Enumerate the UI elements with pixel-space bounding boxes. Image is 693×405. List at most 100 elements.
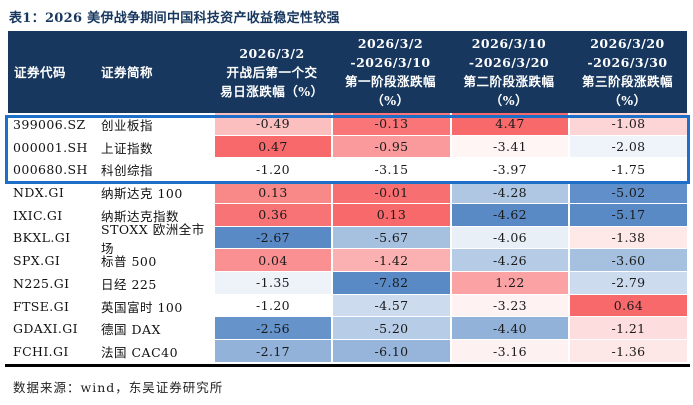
header-cell-5: 2026/3/20 -2026/3/30 第三阶段涨跌幅 （%）: [568, 31, 687, 113]
security-code-cell: N225.GI: [13, 275, 70, 291]
table-row: BKXL.GI STOXX 欧洲全市场 -2.67 -5.67 -4.06 -1.38: [8, 221, 687, 256]
header-line: （%）: [371, 93, 410, 108]
value-cell: -1.21: [568, 317, 687, 341]
header-line: 第二阶段涨跌幅: [463, 74, 555, 89]
value-cell: -5.20: [331, 317, 450, 341]
value-cell: 0.47: [213, 135, 331, 159]
security-code-cell: BKXL.GI: [13, 230, 71, 246]
value-cell: -4.62: [450, 203, 568, 227]
security-code-cell: 000001.SH: [13, 139, 88, 155]
value-cell: -1.38: [568, 226, 687, 250]
header-cell-3: 2026/3/2 -2026/3/10 第一阶段涨跌幅 （%）: [331, 31, 450, 113]
table-row: 399006.SZ 创业板指 -0.49 -0.13 4.47 -1.08: [8, 113, 687, 136]
security-name-cell: 科创综指: [101, 163, 154, 179]
value-cell: -2.79: [568, 272, 687, 295]
value-cell: -0.95: [331, 135, 450, 159]
value-cell: -3.23: [450, 294, 568, 318]
table-row: IXIC.GI 纳斯达克指数 0.36 0.13 -4.62 -5.17: [8, 203, 687, 227]
value-cell: 0.13: [213, 181, 331, 204]
header-line: 2026/3/2: [357, 36, 424, 51]
security-name-cell: 日经 225: [101, 276, 157, 292]
value-cell: 0.13: [331, 203, 450, 227]
data-source-note: 数据来源：wind，东吴证券研究所: [13, 380, 224, 395]
security-code-cell: FTSE.GI: [13, 298, 70, 314]
value-cell: -2.17: [213, 340, 331, 363]
value-cell: -4.06: [450, 226, 568, 250]
header-line: （%）: [608, 93, 647, 108]
table-row: N225.GI 日经 225 -1.35 -7.82 1.22 -2.79: [8, 272, 687, 295]
performance-table: 证券代码 证券简称 2026/3/2 开战后第一个交 易日涨跌幅（%） 2026/3/2 -…: [5, 31, 690, 363]
security-name-cell: 纳斯达克指数: [101, 208, 180, 224]
security-name-cell: 上证指数: [101, 140, 154, 156]
value-cell: -1.42: [331, 249, 450, 273]
security-name-cell: 法国 CAC40: [101, 345, 179, 361]
value-cell: -1.35: [213, 272, 331, 295]
value-cell: -5.02: [568, 181, 687, 204]
table-row: NDX.GI 纳斯达克 100 0.13 -0.01 -4.28 -5.02: [8, 181, 687, 204]
value-cell: -2.67: [213, 226, 331, 250]
header-line: 第一阶段涨跌幅: [344, 74, 436, 89]
value-cell: 0.36: [213, 203, 331, 227]
value-cell: -4.40: [450, 317, 568, 341]
value-cell: -3.60: [568, 249, 687, 273]
header-line: -2026/3/30: [587, 55, 668, 70]
security-name-cell: 标普 500: [101, 254, 157, 270]
value-cell: 0.64: [568, 294, 687, 318]
value-cell: -4.57: [331, 294, 450, 318]
value-cell: -3.15: [331, 158, 450, 182]
value-cell: -1.08: [568, 113, 687, 136]
header-line: 证券简称: [101, 64, 154, 80]
security-name-cell: 纳斯达克 100: [101, 186, 183, 202]
value-cell: 4.47: [450, 113, 568, 136]
security-name-cell: STOXX 欧洲全市场: [101, 221, 205, 256]
header-line: -2026/3/20: [468, 55, 550, 70]
value-cell: -1.20: [213, 158, 331, 182]
value-cell: 0.04: [213, 249, 331, 273]
header-cell-0: 证券代码: [8, 31, 95, 113]
security-code-cell: 000680.SH: [13, 162, 88, 178]
security-code-cell: GDAXI.GI: [13, 321, 78, 337]
table-row: FCHI.GI 法国 CAC40 -2.17 -6.10 -3.16 -1.36: [8, 340, 687, 363]
header-line: -2026/3/10: [350, 55, 431, 70]
security-code-cell: 399006.SZ: [13, 116, 86, 132]
value-cell: -0.13: [331, 113, 450, 136]
table-row: 000001.SH 上证指数 0.47 -0.95 -3.41 -2.08: [8, 135, 687, 159]
header-line: （%）: [489, 93, 529, 108]
table-bottom-rule: [5, 364, 690, 367]
table-header-row: 证券代码 证券简称 2026/3/2 开战后第一个交 易日涨跌幅（%） 2026/3/2 -…: [8, 31, 687, 113]
table-body: 399006.SZ 创业板指 -0.49 -0.13 4.47 -1.08 000001.S…: [5, 113, 690, 363]
security-name-cell: 德国 DAX: [101, 322, 161, 338]
header-line: 证券代码: [14, 64, 67, 80]
security-name-cell: 英国富时 100: [101, 299, 183, 315]
table-row: FTSE.GI 英国富时 100 -1.20 -4.57 -3.23 0.64: [8, 294, 687, 318]
header-cell-1: 证券简称: [95, 31, 213, 113]
security-code-cell: IXIC.GI: [13, 207, 63, 223]
security-code-cell: SPX.GI: [13, 253, 61, 269]
value-cell: -1.36: [568, 340, 687, 363]
value-cell: -3.41: [450, 135, 568, 159]
security-code-cell: NDX.GI: [13, 185, 65, 201]
value-cell: -2.56: [213, 317, 331, 341]
value-cell: -3.97: [450, 158, 568, 182]
header-line: 第三阶段涨跌幅: [581, 74, 673, 89]
value-cell: -7.82: [331, 272, 450, 295]
value-cell: -4.28: [450, 181, 568, 204]
value-cell: -1.20: [213, 294, 331, 318]
table-row: 000680.SH 科创综指 -1.20 -3.15 -3.97 -1.75: [8, 158, 687, 182]
header-line: 2026/3/20: [590, 36, 665, 51]
security-code-cell: FCHI.GI: [13, 344, 69, 360]
header-line: 2026/3/10: [471, 36, 547, 51]
value-cell: -5.67: [331, 226, 450, 250]
value-cell: -4.26: [450, 249, 568, 273]
value-cell: -3.16: [450, 340, 568, 363]
value-cell: -0.01: [331, 181, 450, 204]
value-cell: -0.49: [213, 113, 331, 136]
value-cell: -1.75: [568, 158, 687, 182]
security-name-cell: 创业板指: [101, 117, 154, 133]
table-row: SPX.GI 标普 500 0.04 -1.42 -4.26 -3.60: [8, 249, 687, 273]
header-cell-4: 2026/3/10 -2026/3/20 第二阶段涨跌幅 （%）: [450, 31, 568, 113]
value-cell: -2.08: [568, 135, 687, 159]
value-cell: -5.17: [568, 203, 687, 227]
table-row: GDAXI.GI 德国 DAX -2.56 -5.20 -4.40 -1.21: [8, 317, 687, 341]
